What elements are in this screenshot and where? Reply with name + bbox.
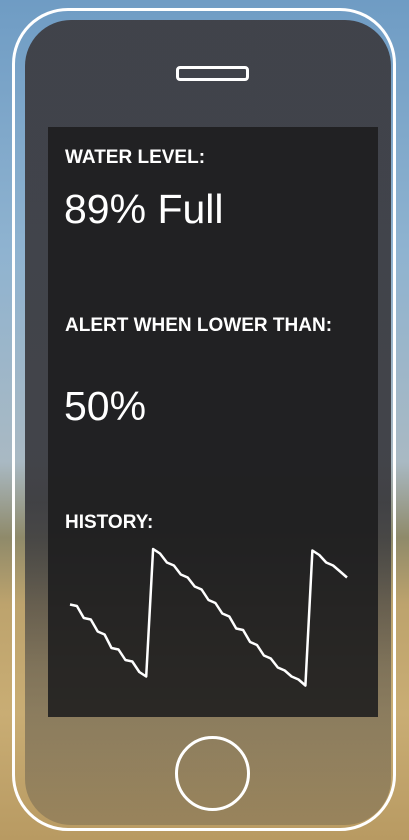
history-line — [70, 549, 347, 686]
page: WATER LEVEL: 89% Full ALERT WHEN LOWER T… — [0, 0, 409, 840]
history-chart — [0, 0, 409, 840]
